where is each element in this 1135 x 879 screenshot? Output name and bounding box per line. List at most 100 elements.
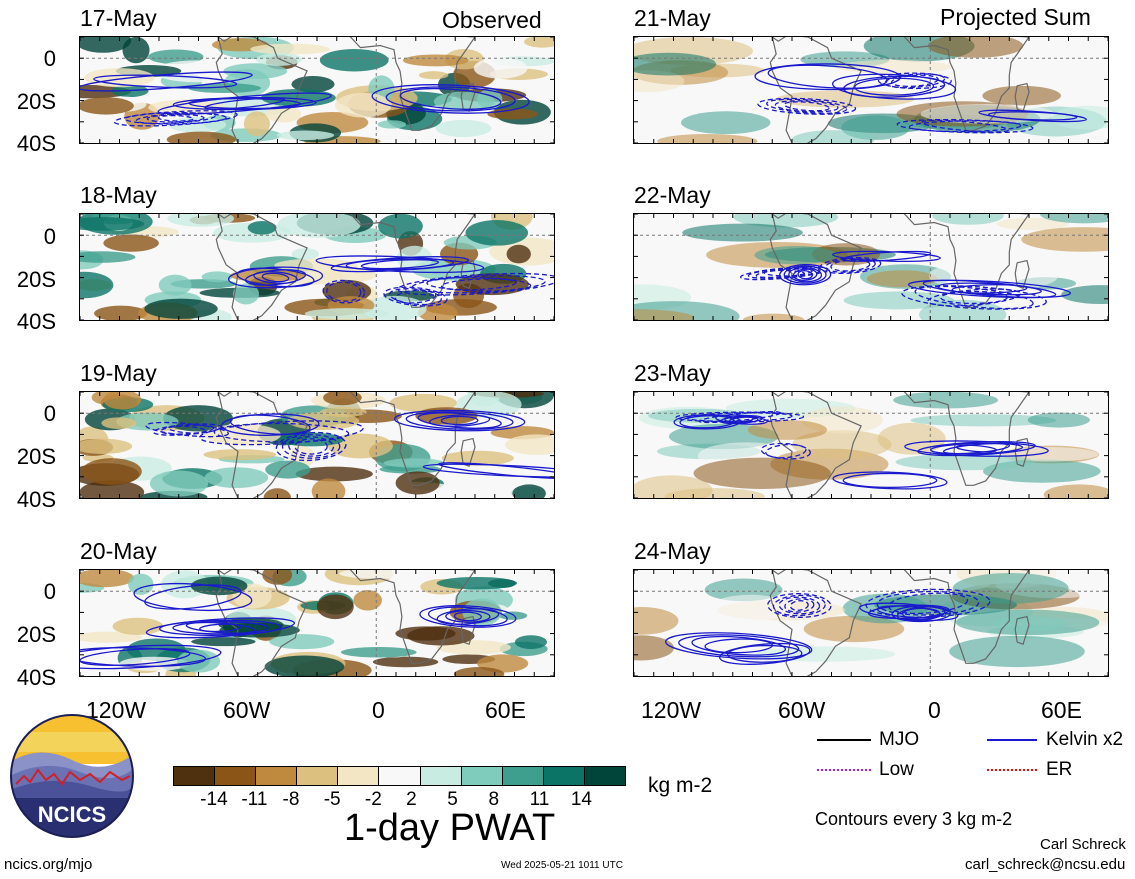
lat-20s-row4: 20S: [16, 622, 56, 647]
colorbar-swatch: [583, 767, 626, 785]
lon-60w-right: 60W: [778, 697, 826, 723]
pwat-anomaly-shading: [893, 392, 999, 409]
kelvin-contour: [436, 608, 500, 625]
pwat-anomaly-shading: [910, 414, 1057, 427]
kelvin-contour: [244, 269, 307, 286]
pwat-anomaly-shading: [265, 105, 302, 123]
coastline: [460, 615, 476, 645]
pwat-anomaly-shading: [80, 570, 135, 588]
pwat-anomaly-shading: [1061, 285, 1108, 305]
kelvin-contour: [754, 63, 901, 91]
pwat-anomaly-shading: [158, 274, 192, 296]
kelvin-contour: [955, 444, 998, 453]
kelvin-contour: [144, 584, 242, 610]
pwat-anomaly-shading: [274, 258, 358, 272]
colorbar-swatch: [501, 767, 543, 785]
legend-er-label: ER: [1046, 759, 1073, 780]
kelvin-contour: [719, 642, 811, 665]
kelvin-contour: [389, 288, 442, 306]
lat-0-row4: 0: [43, 579, 56, 604]
pwat-anomaly-shading: [334, 92, 392, 118]
pwat-anomaly-shading: [229, 269, 306, 282]
pwat-anomaly-shading: [243, 111, 270, 137]
legend-er-line: [987, 769, 1037, 771]
colorbar-tick-label: -14: [200, 789, 228, 810]
lon-120w-right: 120W: [641, 697, 702, 723]
kelvin-contour: [760, 442, 811, 460]
kelvin-contour: [901, 607, 941, 620]
colorbar-swatch: [337, 767, 379, 785]
kelvin-contour: [253, 270, 298, 284]
kelvin-contour: [987, 111, 1078, 121]
ncics-logo: NCICS: [10, 714, 134, 838]
pwat-anomaly-shading: [378, 214, 423, 239]
coastline: [903, 37, 1030, 131]
kelvin-contour: [727, 644, 803, 663]
colorbar-swatch: [296, 767, 338, 785]
lon-0-right: 0: [928, 697, 941, 723]
pwat-anomaly-shading: [512, 484, 546, 498]
pwat-anomaly-shading: [232, 283, 260, 305]
footer-email[interactable]: carl_schreck@ncsu.edu: [965, 856, 1126, 873]
date-label-23: 23-May: [634, 360, 711, 386]
pwat-anomaly-shading: [754, 246, 837, 265]
legend-mjo-line: [817, 739, 871, 741]
kelvin-contour: [891, 605, 951, 623]
kelvin-contour: [93, 74, 238, 89]
pwat-anomaly-shading: [191, 637, 256, 647]
colorbar-title: 1-day PWAT: [344, 807, 556, 849]
lon-60w-left: 60W: [223, 697, 271, 723]
lat-20s-row1: 20S: [16, 89, 56, 114]
kelvin-contour: [80, 71, 253, 92]
kelvin-contour: [160, 424, 215, 435]
kelvin-contour: [281, 434, 341, 459]
pwat-anomaly-shading: [742, 313, 805, 320]
kelvin-contour: [385, 86, 516, 112]
kelvin-contour: [908, 120, 1022, 133]
kelvin-contour: [784, 598, 815, 613]
kelvin-contour: [783, 265, 827, 284]
pwat-anomaly-shading: [80, 271, 114, 299]
kelvin-contour: [767, 64, 888, 89]
footer-author: Carl Schreck: [1040, 836, 1126, 853]
pwat-anomaly-shading: [693, 457, 831, 489]
kelvin-contour: [275, 431, 347, 462]
lon-120w-left: 120W: [86, 697, 147, 723]
kelvin-contour: [917, 441, 1036, 457]
kelvin-contour: [927, 288, 1021, 307]
kelvin-contour: [152, 423, 222, 436]
kelvin-contour: [877, 72, 952, 90]
kelvin-contour: [778, 596, 821, 615]
colorbar-swatch: [255, 767, 297, 785]
kelvin-contour: [788, 267, 823, 283]
pwat-anomaly-shading: [80, 631, 143, 643]
kelvin-contour: [896, 118, 1034, 134]
kelvin-contour: [394, 289, 437, 304]
pwat-anomaly-shading: [498, 611, 528, 620]
kelvin-contour: [426, 276, 532, 292]
kelvin-contour: [429, 414, 491, 427]
kelvin-contour: [330, 256, 470, 273]
kelvin-contour: [229, 414, 311, 435]
coastline: [460, 437, 476, 467]
footer-url[interactable]: ncics.org/mjo: [4, 856, 93, 873]
kelvin-contour: [204, 97, 286, 110]
pwat-anomaly-shading: [250, 43, 330, 55]
kelvin-contour: [227, 266, 324, 289]
pwat-anomaly-shading: [383, 458, 446, 468]
pwat-anomaly-shading: [747, 419, 828, 440]
kelvin-contour: [929, 442, 1024, 455]
pwat-anomaly-shading: [264, 655, 345, 676]
lat-20s-row3: 20S: [16, 444, 56, 469]
date-label-17: 17-May: [80, 5, 157, 31]
pwat-anomaly-shading: [982, 85, 1061, 106]
map-panel-18-may: [79, 213, 555, 321]
kelvin-contour: [397, 272, 554, 296]
pwat-anomaly-shading: [1021, 227, 1108, 252]
kelvin-contour: [188, 97, 302, 110]
coastline: [769, 392, 862, 498]
pwat-anomaly-shading: [339, 570, 417, 579]
legend-mjo-label: MJO: [879, 729, 920, 750]
kelvin-contour: [831, 73, 957, 100]
pwat-anomaly-shading: [514, 635, 547, 650]
